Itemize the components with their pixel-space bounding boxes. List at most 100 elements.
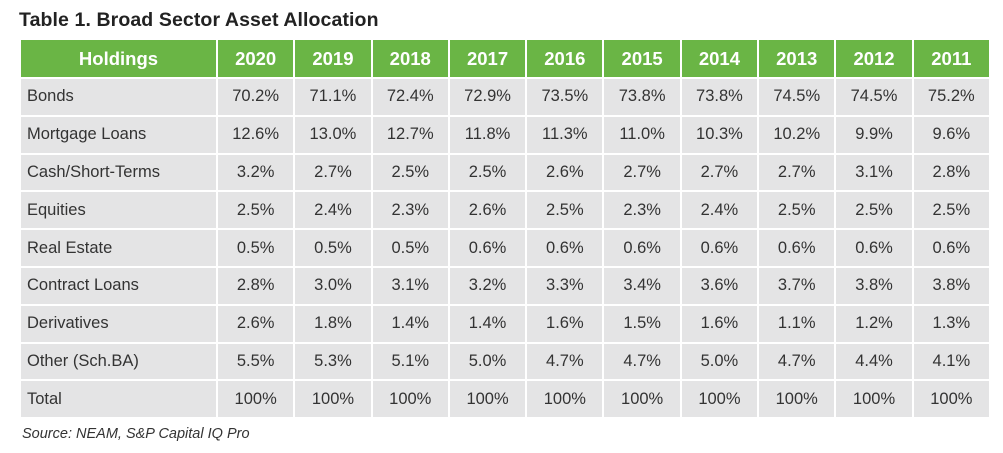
table-cell: 0.6% <box>679 228 760 268</box>
row-label: Contract Loans <box>19 265 218 306</box>
table-cell: 5.0% <box>679 341 760 382</box>
table-cell: 73.8% <box>679 77 760 117</box>
row-label: Other (Sch.BA) <box>19 341 218 382</box>
table-cell: 13.0% <box>293 114 373 155</box>
row-label: Real Estate <box>19 228 218 268</box>
table-cell: 1.5% <box>602 303 682 344</box>
table-cell: 1.1% <box>757 303 837 344</box>
table-cell: 2.6% <box>525 152 605 193</box>
table-cell: 2.5% <box>215 190 296 231</box>
table-cell: 2.4% <box>293 190 373 231</box>
table-row: Contract Loans 2.8% 3.0% 3.1% 3.2% 3.3% 3.4% 3.… <box>19 265 991 306</box>
column-header-year: 2019 <box>293 38 373 79</box>
table-cell: 2.6% <box>215 303 296 344</box>
table-cell: 5.0% <box>447 341 528 382</box>
table-cell: 1.2% <box>834 303 914 344</box>
table-cell: 0.5% <box>293 228 373 268</box>
table-cell: 100% <box>911 379 991 420</box>
table-cell: 2.5% <box>447 152 528 193</box>
table-cell: 3.2% <box>447 265 528 306</box>
column-header-year: 2016 <box>525 38 605 79</box>
table-cell: 1.6% <box>679 303 760 344</box>
table-cell: 2.5% <box>911 190 991 231</box>
table-cell: 11.8% <box>447 114 528 155</box>
table-cell: 10.3% <box>679 114 760 155</box>
table-body: Bonds 70.2% 71.1% 72.4% 72.9% 73.5% 73.8% 73.8%… <box>19 77 991 420</box>
table-cell: 2.8% <box>911 152 991 193</box>
table-cell: 73.5% <box>525 77 605 117</box>
table-cell: 4.4% <box>834 341 914 382</box>
table-cell: 2.5% <box>757 190 837 231</box>
table-cell: 1.8% <box>293 303 373 344</box>
table-cell: 11.3% <box>525 114 605 155</box>
table-cell: 100% <box>679 379 760 420</box>
table-cell: 100% <box>215 379 296 420</box>
table-cell: 0.5% <box>370 228 450 268</box>
table-cell: 75.2% <box>911 77 991 117</box>
table-cell: 73.8% <box>602 77 682 117</box>
row-label: Bonds <box>19 77 218 117</box>
table-cell: 100% <box>525 379 605 420</box>
table-cell: 4.1% <box>911 341 991 382</box>
table-cell: 0.6% <box>911 228 991 268</box>
column-header-year: 2011 <box>911 38 991 79</box>
table-row: Other (Sch.BA) 5.5% 5.3% 5.1% 5.0% 4.7% 4.7% 5.… <box>19 341 991 382</box>
asset-allocation-table: Holdings 2020 2019 2018 2017 2016 2015 2… <box>19 38 991 420</box>
table-cell: 3.7% <box>757 265 837 306</box>
table-cell: 72.9% <box>447 77 528 117</box>
table-cell: 3.1% <box>834 152 914 193</box>
table-cell: 0.6% <box>757 228 837 268</box>
table-cell: 2.5% <box>370 152 450 193</box>
column-header-year: 2020 <box>215 38 296 79</box>
table-cell: 2.7% <box>679 152 760 193</box>
table-row: Total 100% 100% 100% 100% 100% 100% 100% 100% 100… <box>19 379 991 420</box>
table-cell: 0.5% <box>215 228 296 268</box>
table-cell: 11.0% <box>602 114 682 155</box>
table-cell: 72.4% <box>370 77 450 117</box>
row-label: Equities <box>19 190 218 231</box>
table-cell: 3.6% <box>679 265 760 306</box>
column-header-holdings: Holdings <box>19 38 218 79</box>
row-label: Cash/Short-Terms <box>19 152 218 193</box>
table-cell: 70.2% <box>215 77 296 117</box>
table-cell: 2.7% <box>602 152 682 193</box>
table-cell: 1.3% <box>911 303 991 344</box>
table-cell: 1.6% <box>525 303 605 344</box>
table-cell: 5.5% <box>215 341 296 382</box>
table-cell: 10.2% <box>757 114 837 155</box>
table-cell: 2.7% <box>757 152 837 193</box>
table-row: Cash/Short-Terms 3.2% 2.7% 2.5% 2.5% 2.6% 2.7%… <box>19 152 991 193</box>
table-cell: 3.8% <box>834 265 914 306</box>
table-cell: 4.7% <box>602 341 682 382</box>
table-row: Real Estate 0.5% 0.5% 0.5% 0.6% 0.6% 0.6% 0.6% 0… <box>19 228 991 268</box>
table-cell: 0.6% <box>447 228 528 268</box>
table-cell: 2.3% <box>602 190 682 231</box>
table-header-row: Holdings 2020 2019 2018 2017 2016 2015 2… <box>19 38 991 79</box>
table-cell: 0.6% <box>525 228 605 268</box>
table-cell: 9.6% <box>911 114 991 155</box>
table-cell: 5.3% <box>293 341 373 382</box>
row-label: Derivatives <box>19 303 218 344</box>
table-cell: 2.4% <box>679 190 760 231</box>
table-cell: 2.6% <box>447 190 528 231</box>
table-cell: 3.8% <box>911 265 991 306</box>
table-cell: 2.5% <box>525 190 605 231</box>
row-label: Total <box>19 379 218 420</box>
table-cell: 3.3% <box>525 265 605 306</box>
table-cell: 100% <box>447 379 528 420</box>
table-row: Equities 2.5% 2.4% 2.3% 2.6% 2.5% 2.3% 2.4% 2.5%… <box>19 190 991 231</box>
table-cell: 9.9% <box>834 114 914 155</box>
row-label: Mortgage Loans <box>19 114 218 155</box>
table-row: Mortgage Loans 12.6% 13.0% 12.7% 11.8% 11.3% 1… <box>19 114 991 155</box>
table-cell: 3.0% <box>293 265 373 306</box>
table-cell: 12.7% <box>370 114 450 155</box>
table-cell: 2.8% <box>215 265 296 306</box>
table-cell: 100% <box>293 379 373 420</box>
table-cell: 74.5% <box>834 77 914 117</box>
table-cell: 74.5% <box>757 77 837 117</box>
table-cell: 0.6% <box>602 228 682 268</box>
table-cell: 2.3% <box>370 190 450 231</box>
table-cell: 2.7% <box>293 152 373 193</box>
table-cell: 2.5% <box>834 190 914 231</box>
table-row: Bonds 70.2% 71.1% 72.4% 72.9% 73.5% 73.8% 73.8%… <box>19 77 991 117</box>
